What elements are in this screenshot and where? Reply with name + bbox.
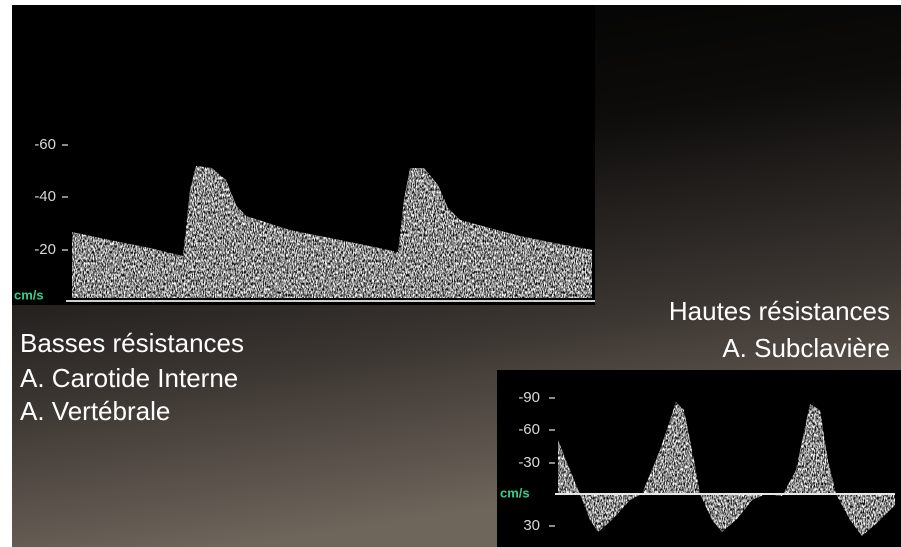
caption-title: Hautes résistances (669, 296, 890, 326)
doppler-low-resistance: -60 -40 -20 cm/s (12, 5, 595, 305)
tick-label: -30 (518, 454, 540, 471)
tick-label: -90 (518, 389, 540, 406)
tick-label: -60 (34, 136, 56, 153)
tick-label: -60 (518, 421, 540, 438)
doppler-high-resistance: -90 -60 -30 30 cm/s (497, 370, 901, 547)
unit-label: cm/s (500, 485, 530, 500)
tick-label: -20 (34, 241, 56, 258)
caption-title: Basses résistances (20, 328, 244, 358)
tick-label: -40 (34, 188, 56, 205)
unit-label: cm/s (14, 287, 44, 302)
panel (497, 370, 901, 547)
tick-label: 30 (523, 517, 540, 534)
caption-artery: A. Vertébrale (20, 396, 170, 426)
caption-artery: A. Carotide Interne (20, 363, 238, 393)
slide: -60 -40 -20 cm/s -90 -60 -30 30 cm/s Bas… (0, 0, 901, 547)
caption-artery: A. Subclavière (722, 333, 890, 363)
